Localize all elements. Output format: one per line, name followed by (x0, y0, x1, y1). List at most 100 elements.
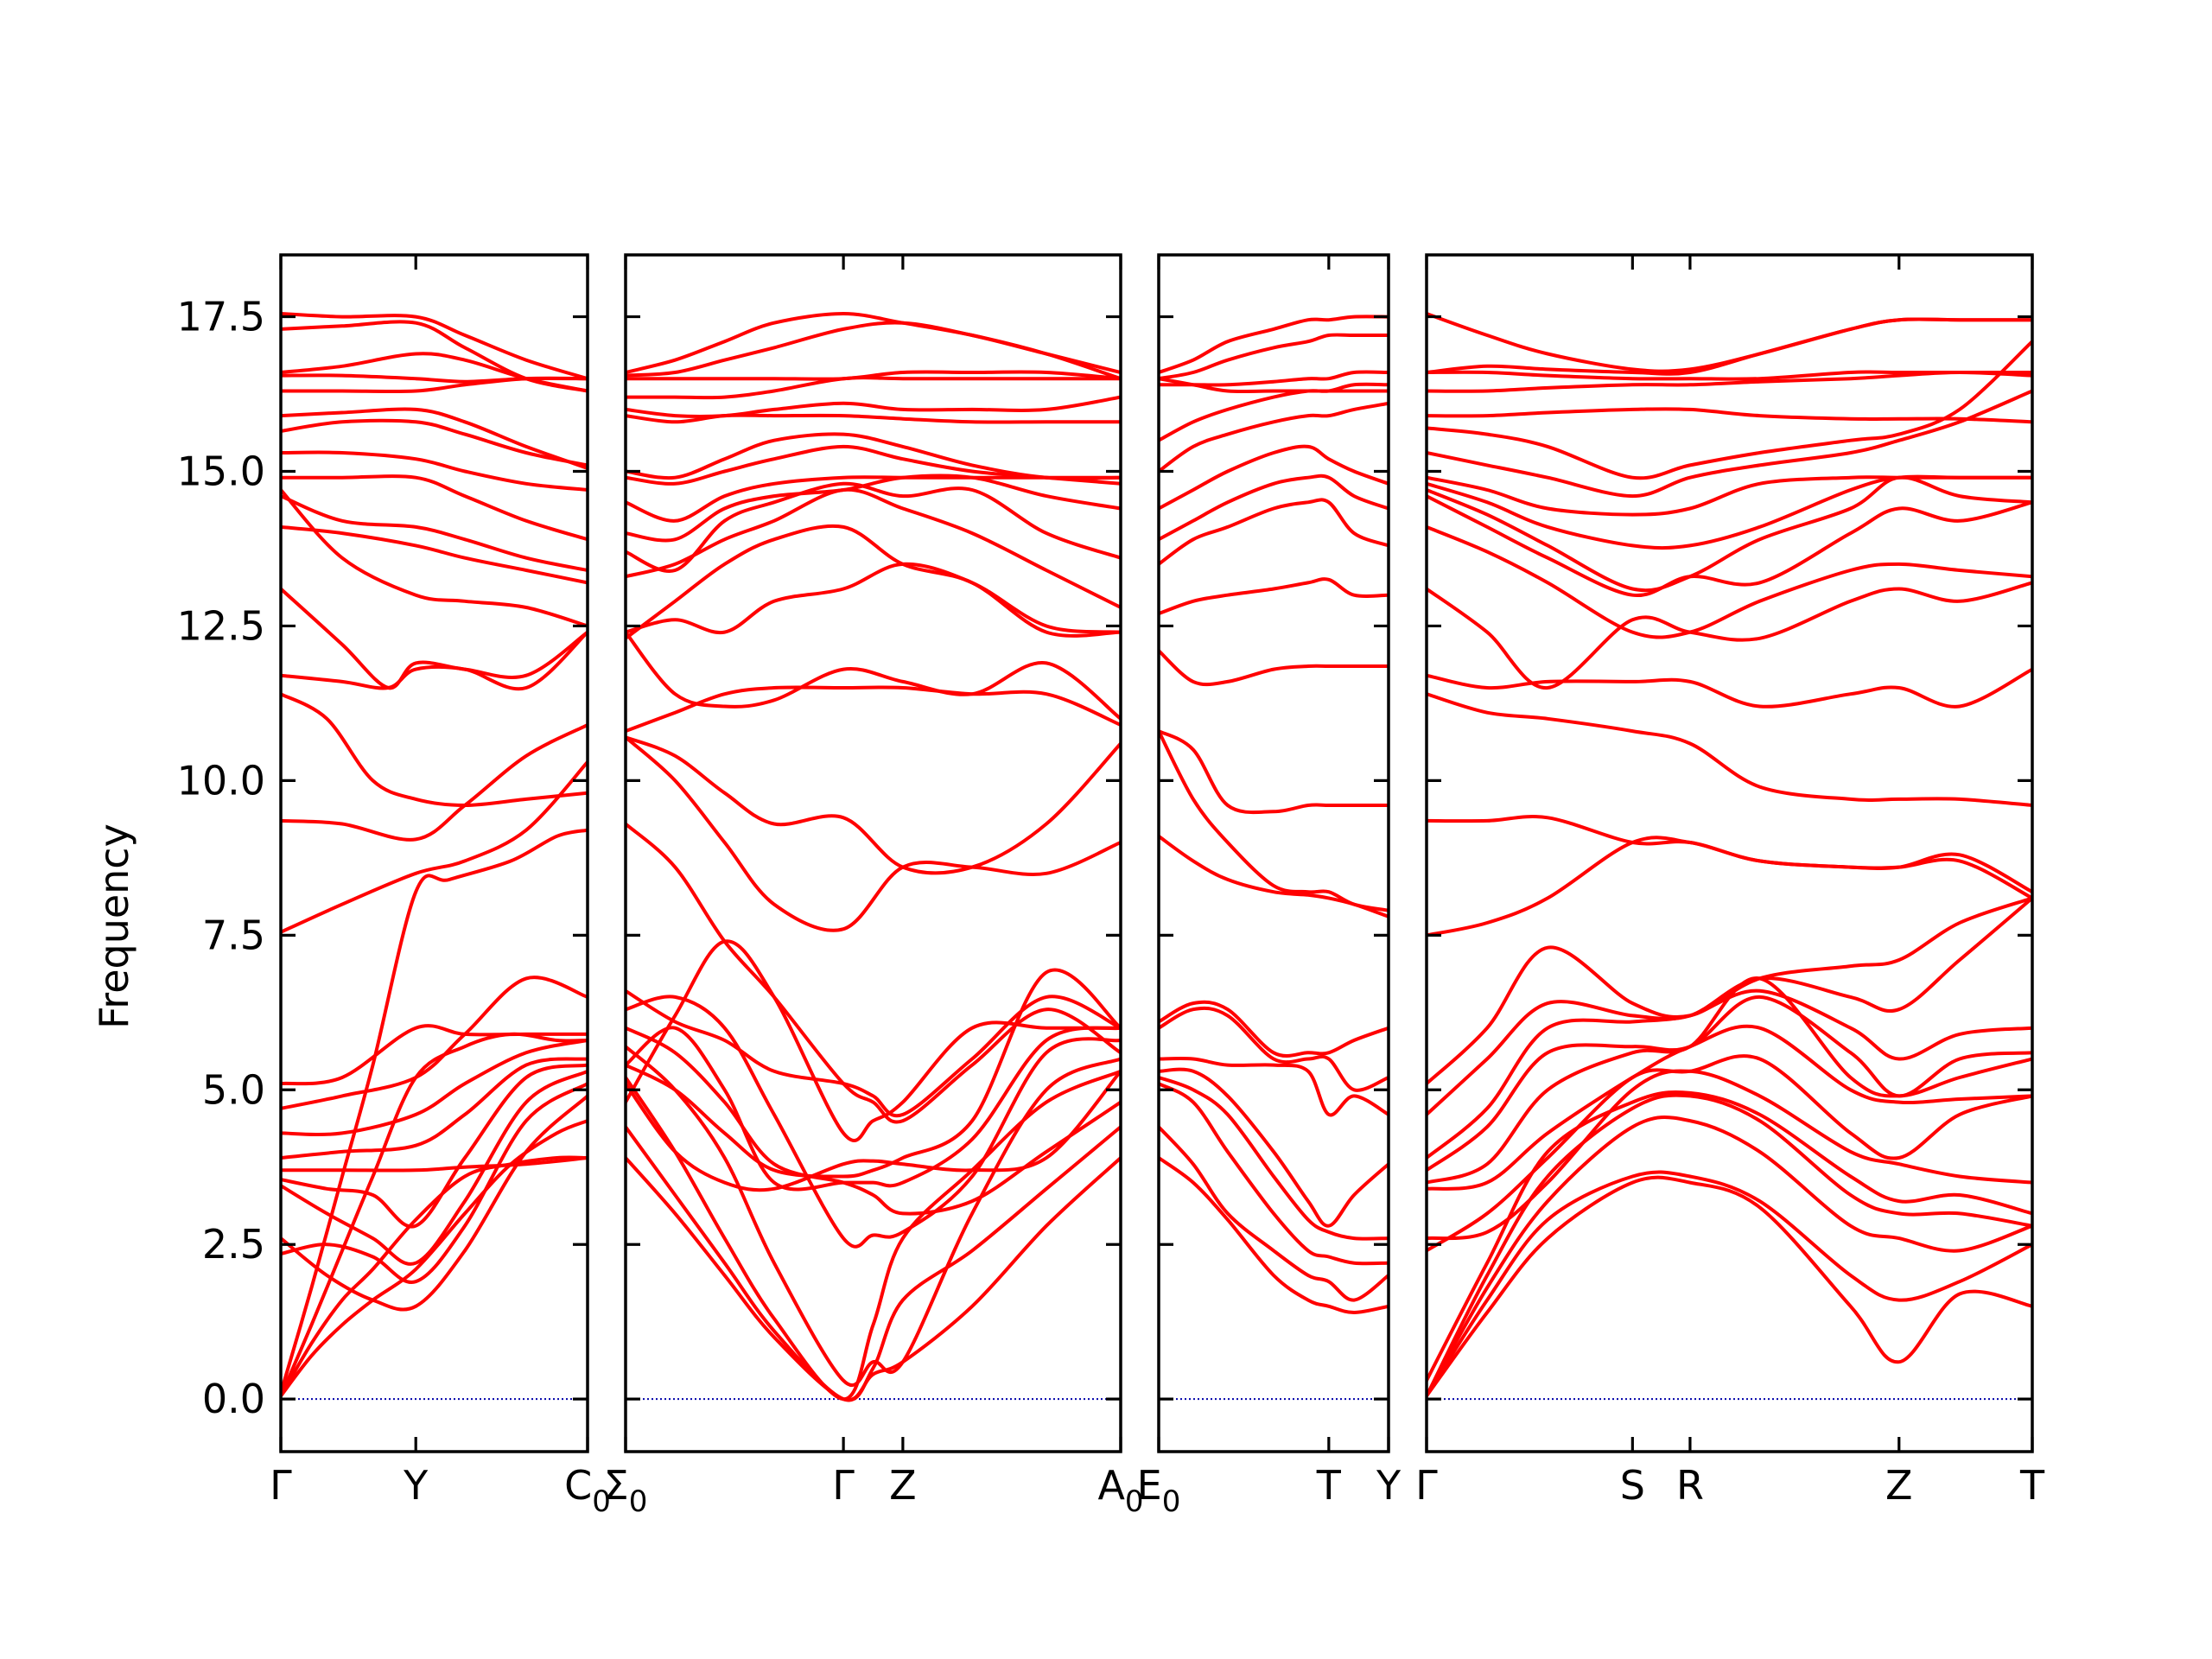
phonon-band (626, 630, 1121, 721)
phonon-band (281, 630, 588, 691)
y-tick-label: 10.0 (177, 757, 265, 804)
phonon-band (626, 370, 1121, 381)
phonon-band (281, 1119, 588, 1398)
phonon-band (281, 692, 588, 807)
phonon-band (281, 474, 588, 542)
phonon-band (281, 828, 588, 1395)
phonon-band (1159, 1076, 1389, 1241)
phonon-band (1159, 1000, 1389, 1058)
phonon-band (626, 1026, 1121, 1192)
phonon-band (1427, 407, 2032, 424)
x-tick-label: Γ (832, 1462, 855, 1509)
phonon-band (1427, 474, 2032, 550)
phonon-band (281, 524, 588, 585)
x-tick-label: S (1620, 1462, 1645, 1509)
panel-3: E0 T Y (1137, 253, 1402, 1519)
phonon-band (1427, 370, 2032, 381)
phonon-band (626, 995, 1121, 1249)
phonon-band (281, 1156, 588, 1173)
phonon-band (281, 1057, 588, 1160)
phonon-band (626, 1125, 1121, 1402)
phonon-band (1427, 312, 2032, 373)
phonon-band (626, 822, 1121, 1124)
phonon-band (281, 1032, 588, 1398)
phonon-band (1427, 1024, 2032, 1191)
phonon-band (1427, 1093, 2032, 1398)
phonon-band (626, 413, 1121, 424)
phonon-band (1427, 1090, 2032, 1382)
y-tick-label: 12.5 (177, 602, 265, 649)
y-tick-labels: 0.0 2.5 5.0 7.5 10.0 12.5 15.0 17.5 (177, 294, 265, 1423)
phonon-band (1427, 524, 2032, 639)
phonon-band (281, 418, 588, 467)
phonon-band (281, 320, 588, 393)
phonon-band (1159, 649, 1389, 687)
x-tick-label: Γ (270, 1462, 292, 1509)
phonon-band (1159, 315, 1389, 374)
phonon-band (626, 395, 1121, 418)
panel-frame (624, 253, 1122, 1453)
phonon-band (1427, 1069, 2032, 1241)
phonon-band (281, 1039, 588, 1136)
phonon-band (626, 735, 1121, 932)
phonon-band (1427, 389, 2032, 499)
x-tick-label: Z (1885, 1462, 1913, 1509)
phonon-band (1159, 444, 1389, 511)
phonon-band (626, 988, 1121, 1118)
phonon-band (1427, 494, 2032, 597)
phonon-band (1427, 896, 2032, 1086)
phonon-band (1159, 577, 1389, 616)
phonon-band (1159, 474, 1389, 542)
phonon-band (1427, 995, 2032, 1173)
x-tick-label: Y (1376, 1462, 1402, 1509)
bands (281, 312, 588, 1401)
bands (1159, 315, 1389, 1401)
phonon-band (1159, 1056, 1389, 1117)
panel-1: Γ Y C0 (270, 253, 611, 1519)
phonon-band (281, 488, 588, 628)
bands (626, 312, 1121, 1402)
phonon-band (281, 760, 588, 934)
phonon-band (281, 1082, 588, 1284)
phonon-band (1159, 1156, 1389, 1314)
phonon-band (281, 494, 588, 572)
x-tick-label: Z (889, 1462, 917, 1509)
phonon-band (281, 587, 588, 690)
y-tick-label: 15.0 (177, 448, 265, 495)
y-tick-label: 0.0 (202, 1376, 265, 1422)
phonon-band (626, 939, 1121, 1142)
phonon-band (281, 312, 588, 381)
panel-frame (1157, 253, 1390, 1453)
phonon-band (1427, 475, 2032, 593)
phonon-band (626, 524, 1121, 640)
phonon-band (626, 376, 1121, 400)
phonon-band (1159, 333, 1389, 381)
y-tick-label: 2.5 (202, 1221, 265, 1268)
phonon-band (626, 321, 1121, 378)
phonon-band (626, 735, 1121, 875)
phonon-band (1159, 729, 1389, 912)
phonon-band (626, 685, 1121, 734)
phonon-band (626, 1045, 1121, 1388)
phonon-band (1159, 729, 1389, 815)
panel-frame (279, 253, 589, 1453)
x-tick-label: R (1676, 1462, 1704, 1509)
phonon-band (1427, 1175, 2032, 1398)
phonon-band (281, 1063, 588, 1229)
phonon-band (1427, 692, 2032, 807)
phonon-band (626, 562, 1121, 635)
phonon-band (1159, 1006, 1389, 1092)
phonon-band (281, 1155, 588, 1398)
phonon-band (1427, 1054, 2032, 1253)
phonon-band (1427, 1170, 2032, 1398)
phonon-band (626, 1069, 1121, 1192)
y-axis-label: Frequency (91, 823, 137, 1029)
phonon-band (1159, 1067, 1389, 1228)
y-tick-label: 5.0 (202, 1066, 265, 1113)
phonon-band (1427, 976, 2032, 1185)
x-tick-label: C0 (564, 1462, 611, 1519)
x-tick-label: Γ (1415, 1462, 1438, 1509)
